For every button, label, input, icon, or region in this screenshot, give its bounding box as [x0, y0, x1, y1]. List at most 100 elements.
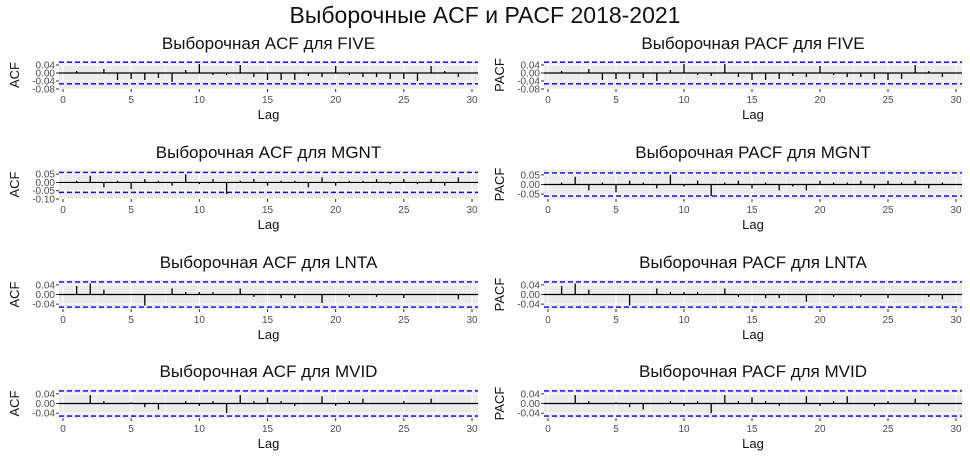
- x-tick-label: 0: [545, 205, 551, 216]
- x-tick-label: 20: [814, 95, 826, 106]
- x-tick-label: 10: [678, 315, 690, 326]
- y-tick-label: 0.05: [521, 170, 541, 181]
- x-tick-label: 30: [466, 315, 478, 326]
- x-tick-label: 25: [882, 315, 894, 326]
- y-tick-label: -0.04: [517, 409, 540, 420]
- y-tick-label: -0.10: [32, 195, 55, 206]
- x-tick-label: 25: [398, 95, 410, 106]
- chart-panel-3: Выборочная ACF для MGNT 0.050.00-0.05-0.1…: [7, 143, 478, 232]
- x-tick-label: 20: [330, 205, 342, 216]
- x-tick-label: 0: [545, 424, 551, 435]
- x-tick-label: 30: [466, 424, 478, 435]
- x-tick-label: 10: [194, 95, 206, 106]
- x-tick-label: 10: [678, 424, 690, 435]
- y-tick-label: 0.00: [521, 180, 541, 191]
- chart-panel-7: Выборочная ACF для MVID 0.040.00-0.04 0 5 10…: [7, 362, 478, 451]
- y-tick-label: 0.04: [36, 61, 56, 72]
- x-tick-label: 20: [814, 205, 826, 216]
- x-tick-label: 15: [746, 95, 758, 106]
- y-axis-label: PACF: [492, 58, 507, 92]
- x-tick-label: 20: [814, 315, 826, 326]
- y-tick-label: -0.05: [32, 186, 55, 197]
- y-tick-label: -0.08: [32, 85, 55, 96]
- x-tick-label: 10: [194, 424, 206, 435]
- chart-title: Выборочная ACF для LNTA: [160, 253, 378, 272]
- x-tick-label: 0: [60, 95, 66, 106]
- x-tick-label: 15: [262, 95, 274, 106]
- chart-title: Выборочная ACF для MGNT: [156, 143, 381, 162]
- x-axis-label: Lag: [258, 217, 280, 232]
- chart-panel-5: Выборочная ACF для LNTA 0.040.00-0.04 0 5 10…: [7, 253, 478, 342]
- y-axis-label: ACF: [7, 171, 22, 197]
- y-tick-label: 0.00: [521, 399, 541, 410]
- chart-title: Выборочная PACF для MVID: [639, 362, 867, 381]
- x-tick-label: 25: [882, 95, 894, 106]
- y-tick-label: -0.08: [517, 85, 540, 96]
- y-axis-label: ACF: [7, 390, 22, 416]
- x-tick-label: 30: [950, 205, 962, 216]
- chart-title: Выборочная ACF для MVID: [160, 362, 378, 381]
- x-tick-label: 25: [882, 424, 894, 435]
- x-axis-label: Lag: [742, 436, 764, 451]
- x-tick-label: 20: [814, 424, 826, 435]
- chart-panel-4: Выборочная PACF для MGNT 0.050.00-0.05 0 5 1…: [492, 143, 962, 232]
- x-tick-label: 15: [262, 424, 274, 435]
- y-axis-label: PACF: [492, 168, 507, 202]
- x-tick-label: 20: [330, 315, 342, 326]
- plot-background: [59, 170, 478, 199]
- y-tick-label: -0.04: [517, 300, 540, 311]
- y-tick-label: 0.00: [521, 290, 541, 301]
- x-tick-label: 5: [128, 95, 134, 106]
- y-axis-label: ACF: [7, 62, 22, 88]
- y-tick-label: 0.04: [36, 280, 56, 291]
- x-axis-label: Lag: [258, 327, 280, 342]
- chart-panel-2: Выборочная PACF для FIVE 0.040.00-0.04-0.…: [492, 34, 962, 122]
- x-tick-label: 25: [882, 205, 894, 216]
- y-tick-label: -0.04: [32, 77, 55, 88]
- chart-title: Выборочная PACF для LNTA: [639, 253, 867, 272]
- x-axis-label: Lag: [258, 436, 280, 451]
- y-tick-label: 0.00: [36, 69, 56, 80]
- x-tick-label: 5: [128, 315, 134, 326]
- x-tick-label: 10: [678, 95, 690, 106]
- y-tick-label: 0.04: [521, 389, 541, 400]
- y-tick-label: 0.05: [36, 170, 56, 181]
- y-tick-label: 0.04: [36, 389, 56, 400]
- x-tick-label: 25: [398, 205, 410, 216]
- chart-title: Выборочная PACF для MGNT: [635, 143, 871, 162]
- figure-title: Выборочные ACF и PACF 2018-2021: [289, 2, 681, 28]
- y-tick-label: 0.04: [521, 280, 541, 291]
- x-tick-label: 0: [545, 315, 551, 326]
- x-tick-label: 5: [613, 315, 619, 326]
- x-tick-label: 0: [60, 424, 66, 435]
- y-axis-label: PACF: [492, 387, 507, 421]
- x-tick-label: 0: [545, 95, 551, 106]
- x-tick-label: 5: [613, 205, 619, 216]
- x-tick-label: 15: [262, 205, 274, 216]
- chart-panel-1: Выборочная ACF для FIVE 0.040.00-0.04-0.0…: [7, 34, 478, 122]
- x-tick-label: 30: [466, 205, 478, 216]
- y-tick-label: 0.00: [36, 399, 56, 410]
- y-tick-label: -0.04: [32, 409, 55, 420]
- x-axis-label: Lag: [742, 217, 764, 232]
- x-axis-label: Lag: [258, 107, 280, 122]
- x-tick-label: 10: [678, 205, 690, 216]
- y-tick-label: -0.05: [517, 190, 540, 201]
- x-tick-label: 5: [128, 424, 134, 435]
- x-tick-label: 30: [950, 315, 962, 326]
- x-tick-label: 20: [330, 424, 342, 435]
- y-tick-label: 0.04: [521, 61, 541, 72]
- y-tick-label: 0.00: [36, 290, 56, 301]
- x-axis-label: Lag: [742, 327, 764, 342]
- y-tick-label: -0.04: [517, 77, 540, 88]
- chart-title: Выборочная ACF для FIVE: [162, 34, 375, 53]
- x-tick-label: 30: [466, 95, 478, 106]
- x-tick-label: 15: [262, 315, 274, 326]
- chart-panel-8: Выборочная PACF для MVID 0.040.00-0.04 0 5 1…: [492, 362, 962, 451]
- y-axis-label: ACF: [7, 281, 22, 307]
- x-axis-label: Lag: [742, 107, 764, 122]
- x-tick-label: 25: [398, 315, 410, 326]
- x-tick-label: 5: [128, 205, 134, 216]
- x-tick-label: 15: [746, 424, 758, 435]
